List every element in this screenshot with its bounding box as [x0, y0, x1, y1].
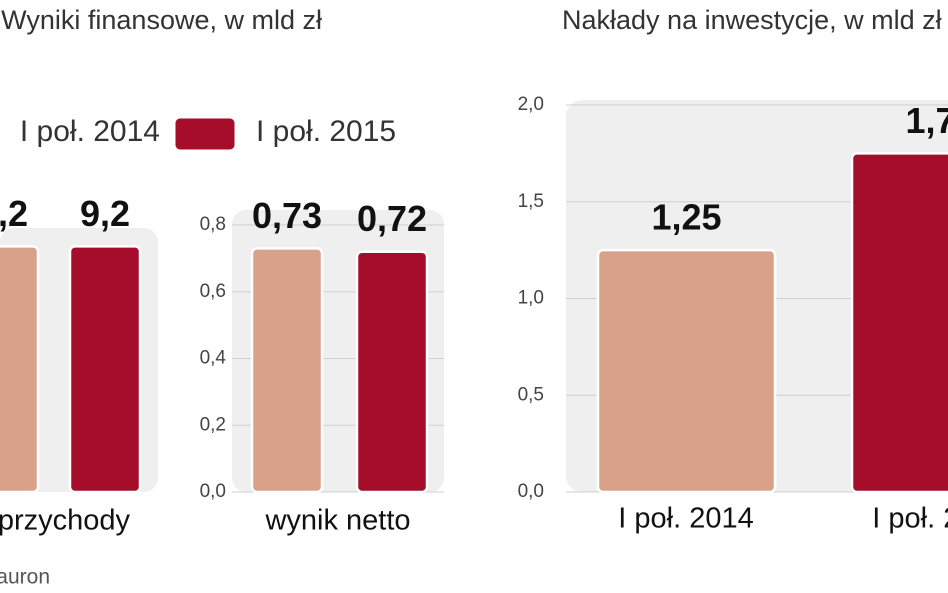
chart-title: Wyniki finansowe, w mld zł	[1, 5, 322, 35]
legend-swatch	[172, 115, 238, 153]
bar	[0, 245, 40, 494]
legend-label: I poł. 2015	[256, 115, 396, 148]
bar	[596, 248, 777, 494]
y-tick-label: 0,0	[200, 481, 226, 502]
value-label: 0,72	[357, 198, 427, 239]
x-tick-label: wynik netto	[264, 505, 410, 537]
y-tick-label: 0,0	[518, 481, 544, 502]
bar	[850, 152, 948, 494]
bar	[250, 247, 324, 494]
x-tick-label: przychody	[0, 505, 130, 537]
y-tick-label: 1,5	[518, 191, 544, 212]
x-tick-label: I poł. 2014	[618, 503, 753, 535]
value-label: 9,2	[0, 193, 28, 234]
bar	[355, 250, 429, 494]
value-label: 1,75	[905, 100, 948, 141]
x-tick-label: I poł. 2015	[872, 503, 948, 535]
y-tick-label: 0,5	[518, 384, 544, 405]
value-label: 9,2	[80, 193, 130, 234]
y-tick-label: 0,4	[200, 348, 227, 369]
source: Źródło: Tauron	[0, 566, 50, 589]
value-label: 1,25	[651, 197, 721, 238]
value-label: 0,73	[252, 195, 322, 236]
legend-label: I poł. 2014	[20, 115, 160, 148]
y-tick-label: 1,0	[518, 288, 544, 309]
y-tick-label: 0,8	[200, 214, 226, 235]
y-tick-label: 0,6	[200, 281, 226, 302]
bar	[68, 245, 142, 494]
chart-title: Nakłady na inwestycje, w mld zł	[562, 5, 942, 35]
y-tick-label: 2,0	[518, 94, 544, 115]
y-tick-label: 0,2	[200, 414, 226, 435]
